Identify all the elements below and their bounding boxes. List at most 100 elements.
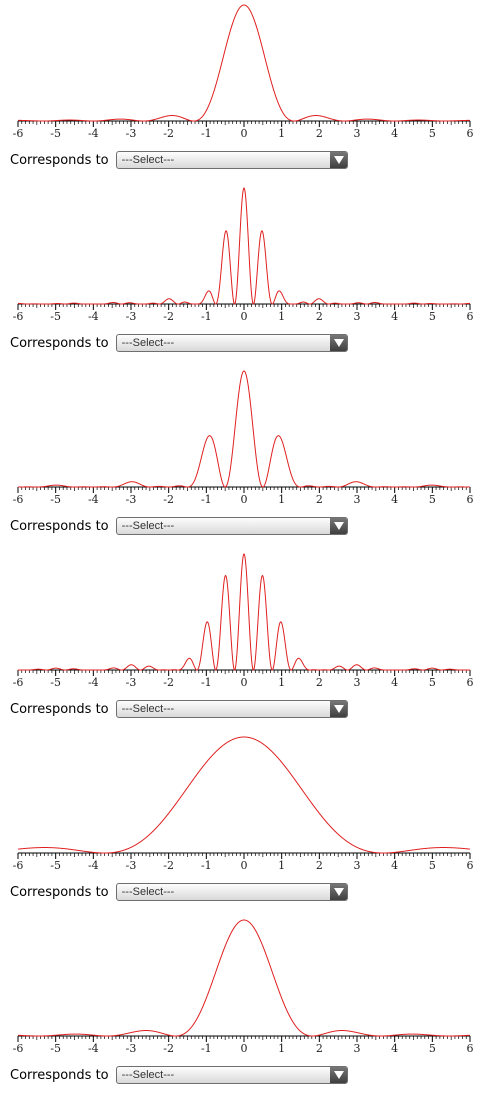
chevron-down-icon[interactable] — [329, 1067, 347, 1083]
tick-label: 2 — [316, 310, 323, 323]
answer-row-6: Corresponds to ---Select--- — [10, 1065, 348, 1085]
tick-label: -6 — [13, 1042, 24, 1055]
answer-row-5: Corresponds to ---Select--- — [10, 882, 348, 902]
pattern-panel-2: -6 -5 -4 -3 -2 -1 0 1 2 3 4 5 6 Corresponds to ---Se… — [0, 183, 477, 366]
tick-label: -5 — [50, 676, 61, 689]
tick-label: -6 — [13, 493, 24, 506]
tick-label: -3 — [126, 493, 137, 506]
tick-label: -4 — [88, 310, 99, 323]
pattern-panel-4: -6 -5 -4 -3 -2 -1 0 1 2 3 4 5 6 Corresponds to ---Se… — [0, 549, 477, 732]
pattern-panel-6: -6 -5 -4 -3 -2 -1 0 1 2 3 4 5 6 Corresponds to ---Se… — [0, 915, 477, 1098]
intensity-plot-6: -6 -5 -4 -3 -2 -1 0 1 2 3 4 5 6 — [13, 919, 474, 1055]
select-value: ---Select--- — [121, 337, 175, 349]
tick-label: 3 — [354, 310, 361, 323]
tick-label: 3 — [354, 127, 361, 140]
intensity-plot-3: -6 -5 -4 -3 -2 -1 0 1 2 3 4 5 6 — [13, 370, 474, 506]
tick-label: 6 — [467, 310, 474, 323]
tick-label: -4 — [88, 1042, 99, 1055]
select-value: ---Select--- — [121, 886, 175, 898]
tick-label: 3 — [354, 493, 361, 506]
intensity-plot-5: -6 -5 -4 -3 -2 -1 0 1 2 3 4 5 6 — [13, 736, 474, 872]
intensity-curve — [18, 187, 470, 305]
chevron-down-icon[interactable] — [329, 335, 347, 351]
tick-label: 6 — [467, 859, 474, 872]
tick-label: -6 — [13, 127, 24, 140]
answer-select-2[interactable]: ---Select--- — [115, 334, 348, 352]
tick-label: 5 — [429, 859, 436, 872]
tick-label: 5 — [429, 676, 436, 689]
tick-label: 4 — [391, 859, 398, 872]
tick-label: -4 — [88, 127, 99, 140]
answer-row-2: Corresponds to ---Select--- — [10, 333, 348, 353]
tick-label: 2 — [316, 676, 323, 689]
intensity-plot-4: -6 -5 -4 -3 -2 -1 0 1 2 3 4 5 6 — [13, 553, 474, 689]
select-value: ---Select--- — [121, 703, 175, 715]
tick-label: 3 — [354, 859, 361, 872]
tick-label: -4 — [88, 676, 99, 689]
tick-label: -3 — [126, 310, 137, 323]
tick-label: 0 — [241, 310, 248, 323]
tick-label: 5 — [429, 127, 436, 140]
tick-label: -4 — [88, 493, 99, 506]
tick-label: 5 — [429, 493, 436, 506]
tick-label: 5 — [429, 310, 436, 323]
tick-label: -2 — [163, 1042, 174, 1055]
answer-select-3[interactable]: ---Select--- — [115, 517, 348, 535]
tick-label: 1 — [278, 676, 285, 689]
tick-label: -3 — [126, 676, 137, 689]
tick-label: -3 — [126, 1042, 137, 1055]
pattern-panel-3: -6 -5 -4 -3 -2 -1 0 1 2 3 4 5 6 Corresponds to ---Se… — [0, 366, 477, 549]
tick-label: 1 — [278, 493, 285, 506]
corresponds-label: Corresponds to — [10, 152, 109, 168]
intensity-curve — [18, 370, 470, 488]
tick-label: -5 — [50, 493, 61, 506]
tick-label: -1 — [201, 493, 212, 506]
tick-label: -6 — [13, 310, 24, 323]
chevron-down-icon[interactable] — [329, 518, 347, 534]
tick-label: -2 — [163, 310, 174, 323]
intensity-curve — [17, 736, 471, 854]
tick-label: 6 — [467, 493, 474, 506]
tick-label: -1 — [201, 127, 212, 140]
select-value: ---Select--- — [121, 1069, 175, 1081]
tick-label: -6 — [13, 676, 24, 689]
intensity-curve — [18, 4, 470, 122]
tick-label: -5 — [50, 859, 61, 872]
tick-label: 0 — [241, 676, 248, 689]
tick-label: 4 — [391, 676, 398, 689]
tick-label: -3 — [126, 859, 137, 872]
tick-label: -5 — [50, 310, 61, 323]
chevron-down-icon[interactable] — [329, 884, 347, 900]
tick-label: 5 — [429, 1042, 436, 1055]
corresponds-label: Corresponds to — [10, 335, 109, 351]
answer-select-1[interactable]: ---Select--- — [115, 151, 348, 169]
answer-row-1: Corresponds to ---Select--- — [10, 150, 348, 170]
tick-label: 4 — [391, 127, 398, 140]
tick-label: -1 — [201, 676, 212, 689]
tick-label: 6 — [467, 676, 474, 689]
tick-label: -2 — [163, 859, 174, 872]
tick-label: 2 — [316, 1042, 323, 1055]
answer-select-5[interactable]: ---Select--- — [115, 883, 348, 901]
answer-select-4[interactable]: ---Select--- — [115, 700, 348, 718]
tick-label: -5 — [50, 1042, 61, 1055]
tick-label: -2 — [163, 127, 174, 140]
tick-label: 0 — [241, 1042, 248, 1055]
tick-label: -5 — [50, 127, 61, 140]
tick-label: 6 — [467, 127, 474, 140]
tick-label: 2 — [316, 859, 323, 872]
tick-label: -6 — [13, 859, 24, 872]
chevron-down-icon[interactable] — [329, 152, 347, 168]
intensity-plot-1: -6 -5 -4 -3 -2 -1 0 1 2 3 4 5 6 — [13, 4, 474, 140]
tick-label: 1 — [278, 310, 285, 323]
chevron-down-icon[interactable] — [329, 701, 347, 717]
corresponds-label: Corresponds to — [10, 701, 109, 717]
answer-row-4: Corresponds to ---Select--- — [10, 699, 348, 719]
tick-label: 0 — [241, 859, 248, 872]
intensity-curve — [18, 553, 470, 671]
tick-label: 2 — [316, 493, 323, 506]
tick-label: 0 — [241, 127, 248, 140]
pattern-panel-1: -6 -5 -4 -3 -2 -1 0 1 2 3 4 5 6 Corresponds to ---Se… — [0, 0, 477, 183]
answer-select-6[interactable]: ---Select--- — [115, 1066, 348, 1084]
tick-label: -2 — [163, 676, 174, 689]
